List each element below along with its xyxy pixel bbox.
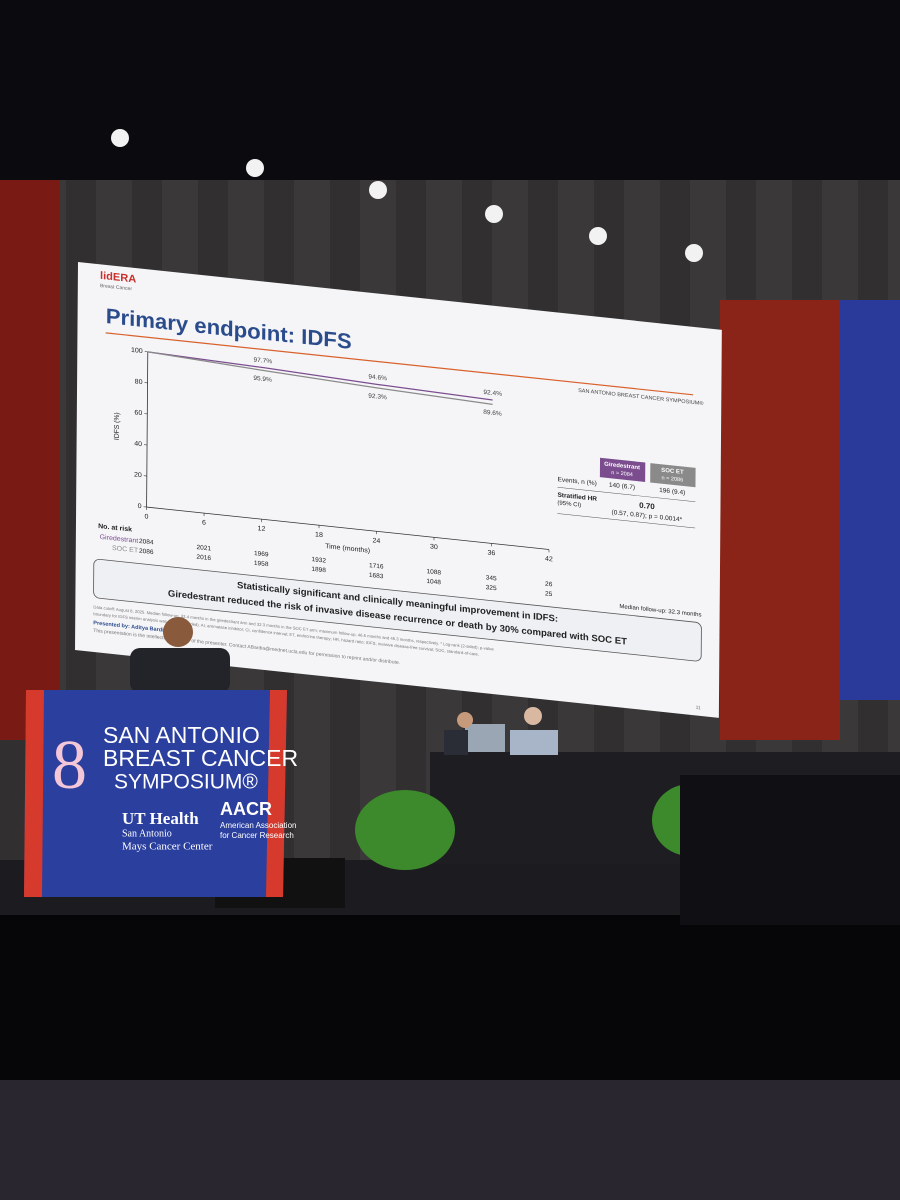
podium-title: BREAST CANCER — [103, 745, 298, 771]
y-tick-label: 60 — [134, 409, 142, 417]
hr-value: 0.70 — [639, 501, 655, 512]
ceiling-light — [589, 227, 607, 245]
km-curve — [147, 351, 493, 401]
y-tick-label: 40 — [134, 441, 142, 449]
podium-title: SYMPOSIUM® — [114, 771, 258, 794]
ceiling-light — [685, 244, 703, 262]
at-risk-label: No. at risk — [98, 523, 132, 533]
title-rule — [105, 332, 694, 396]
at-risk-count: 26 — [545, 581, 553, 589]
at-risk-count: 25 — [545, 590, 553, 598]
value-label: 92.4% — [483, 389, 502, 398]
panelist-head — [524, 707, 542, 725]
x-tick-label: 6 — [202, 520, 206, 527]
podium-title: SAN ANTONIO — [103, 722, 260, 748]
page-number: 11 — [696, 705, 702, 711]
at-risk-count: 2016 — [196, 554, 211, 562]
y-tick-label: 0 — [138, 503, 142, 510]
at-risk-count: 1048 — [426, 578, 441, 586]
hr-label: Stratified HR — [557, 492, 597, 503]
events-giredestrant: 140 (6.7) — [609, 482, 635, 492]
right-light-wall — [720, 300, 840, 740]
podium — [24, 690, 287, 897]
panelist-body — [444, 730, 468, 755]
podium-aacr: AACR — [220, 799, 272, 819]
podium-edge-left — [24, 690, 44, 897]
y-axis-label: IDFS (%) — [114, 412, 121, 441]
ceiling-light — [246, 159, 264, 177]
panelist-body — [510, 730, 558, 755]
x-tick-label: 36 — [487, 550, 495, 558]
brand-sub: Breast Cancer — [100, 283, 132, 292]
laptop — [465, 724, 505, 752]
monitor — [680, 775, 900, 925]
stage-front — [0, 915, 900, 1090]
ceiling-light — [485, 205, 503, 223]
x-axis — [146, 506, 549, 550]
value-label: 92.3% — [368, 393, 387, 402]
events-soc: 196 (9.4) — [659, 487, 685, 497]
header-giredestrant — [599, 457, 646, 482]
podium-ut-sub: San Antonio — [122, 828, 172, 839]
legend-giredestrant: Giredestrant — [604, 462, 640, 472]
auditorium-floor — [0, 1080, 900, 1200]
legend-soc: SOC ET — [661, 468, 684, 476]
at-risk-count: 1958 — [254, 560, 269, 568]
left-light-wall — [0, 180, 60, 740]
x-axis-label: Time (months) — [325, 543, 370, 555]
conclusion-box — [93, 558, 702, 662]
podium-aacr-sub: for Cancer Research — [220, 831, 294, 840]
podium-ut: UT Health — [122, 809, 199, 828]
x-tick-label: 0 — [145, 513, 149, 520]
at-risk-count: 345 — [486, 575, 497, 583]
header-soc — [650, 463, 696, 488]
speaker-head — [163, 617, 193, 647]
at-risk-count: 2021 — [196, 544, 211, 552]
y-tick-label: 20 — [134, 472, 142, 480]
plant — [355, 790, 455, 870]
ceiling-light — [111, 129, 129, 147]
at-risk-count: 1969 — [254, 550, 269, 558]
y-tick-label: 100 — [131, 347, 143, 355]
table-rule — [557, 513, 696, 529]
events-label: Events, n (%) — [558, 476, 597, 487]
value-label: 94.6% — [368, 373, 387, 382]
value-label: 89.6% — [483, 409, 502, 418]
x-tick-label: 42 — [545, 556, 553, 564]
podium-edge-right — [266, 690, 287, 897]
value-label: 97.7% — [253, 357, 272, 366]
at-risk-arm: SOC ET — [112, 545, 139, 555]
x-tick-label: 12 — [258, 525, 266, 533]
hr-sub: (95% CI) — [557, 500, 581, 508]
value-label: 95.9% — [253, 375, 272, 384]
x-tick-label: 30 — [430, 544, 438, 552]
panelist-head — [457, 712, 473, 728]
n-giredestrant: n = 2084 — [611, 470, 633, 478]
right-blue-wall — [840, 300, 900, 700]
at-risk-count: 1088 — [426, 568, 441, 576]
at-risk-count: 2084 — [139, 538, 154, 546]
brand: lidERA — [100, 270, 136, 286]
y-tick-label: 80 — [135, 378, 143, 386]
speaker-body — [130, 648, 230, 693]
at-risk-count: 325 — [486, 584, 497, 592]
km-curve — [147, 351, 493, 405]
x-tick-label: 24 — [373, 537, 381, 545]
at-risk-count: 1683 — [369, 572, 384, 580]
at-risk-count: 1932 — [311, 556, 326, 564]
at-risk-count: 2086 — [139, 548, 154, 556]
ceiling-light — [369, 181, 387, 199]
podium-aacr-sub: American Association — [220, 821, 296, 830]
table-rule — [557, 487, 696, 503]
at-risk-count: 1898 — [311, 566, 326, 574]
at-risk-count: 1716 — [369, 562, 384, 570]
n-soc: n = 2086 — [662, 475, 684, 483]
podium-ut-sub: Mays Cancer Center — [122, 841, 213, 853]
y-axis — [146, 351, 149, 508]
podium-ribbon: 8 — [52, 727, 87, 804]
at-risk-arm: Giredestrant — [100, 534, 139, 545]
x-tick-label: 18 — [315, 531, 323, 539]
